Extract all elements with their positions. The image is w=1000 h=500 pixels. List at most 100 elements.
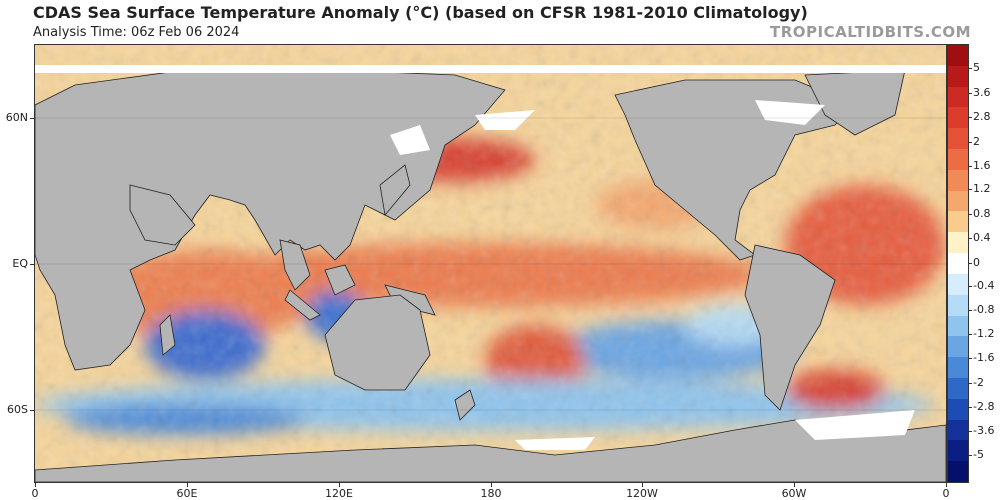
lat-tick <box>30 264 35 265</box>
colorbar-label: -0.4 <box>973 279 995 292</box>
colorbar-tick <box>968 142 972 143</box>
colorbar-label: 0 <box>973 256 980 269</box>
antarctica-land <box>35 419 946 482</box>
colorbar-label: 1.2 <box>973 182 991 195</box>
south-america-land <box>744 244 836 411</box>
colorbar-segment <box>948 107 968 129</box>
colorbar-segment <box>948 377 968 400</box>
madagascar-land <box>159 314 176 356</box>
colorbar-label: 0.4 <box>973 231 991 244</box>
lon-tick <box>35 482 36 487</box>
colorbar-tick <box>968 383 972 384</box>
colorbar-segment <box>948 128 968 150</box>
lat-label-eq: EQ <box>12 257 28 270</box>
colorbar-tick <box>968 214 972 215</box>
japan-land <box>379 164 411 216</box>
colorbar-tick <box>968 431 972 432</box>
lon-tick <box>187 482 188 487</box>
colorbar-segment <box>948 357 968 379</box>
ice-arctic-fringe <box>35 65 946 73</box>
ice-okhotsk <box>390 125 430 155</box>
colorbar-label: -1.6 <box>973 351 995 364</box>
lon-label-60w: 60W <box>781 487 807 500</box>
colorbar-segment <box>948 169 968 192</box>
ice-bering <box>475 110 535 130</box>
analysis-time: Analysis Time: 06z Feb 06 2024 <box>33 25 240 40</box>
lon-tick <box>946 482 947 487</box>
africa-eurasia-land <box>35 69 506 371</box>
map-canvas <box>35 45 946 482</box>
indochina-land <box>279 239 311 291</box>
colorbar-segment <box>948 190 968 212</box>
lon-tick <box>339 482 340 487</box>
lon-label-0: 0 <box>31 487 39 500</box>
colorbar-segment <box>948 315 968 337</box>
colorbar-label: -0.8 <box>973 303 995 316</box>
ice-antarctic-weddell <box>795 410 915 440</box>
colorbar-label: -5 <box>973 448 984 461</box>
colorbar-segment <box>948 211 968 233</box>
colorbar-segment <box>948 149 968 171</box>
colorbar-segment <box>948 336 968 358</box>
lon-label-0-east: 0 <box>942 487 950 500</box>
brand-watermark[interactable]: TROPICALTIDBITS.COM <box>770 23 971 41</box>
colorbar <box>947 44 969 483</box>
colorbar-label: 3.6 <box>973 86 991 99</box>
colorbar-tick <box>968 286 972 287</box>
colorbar-label: -1.2 <box>973 327 995 340</box>
colorbar-tick <box>968 189 972 190</box>
colorbar-label: 5 <box>973 61 980 74</box>
colorbar-tick <box>968 407 972 408</box>
land-masses <box>35 69 946 482</box>
colorbar-label: 2 <box>973 135 980 148</box>
map-title: CDAS Sea Surface Temperature Anomaly (°C… <box>33 3 808 22</box>
colorbar-tick <box>968 93 972 94</box>
colorbar-segment <box>948 294 968 316</box>
lon-tick <box>794 482 795 487</box>
lon-tick <box>642 482 643 487</box>
colorbar-label: 0.8 <box>973 207 991 220</box>
lat-label-60n: 60N <box>5 111 28 124</box>
colorbar-segment <box>948 65 968 88</box>
sumatra-land <box>284 289 321 321</box>
colorbar-tick <box>968 263 972 264</box>
lon-label-120w: 120W <box>626 487 658 500</box>
lat-tick <box>30 118 35 119</box>
colorbar-segment <box>948 45 968 67</box>
colorbar-tick <box>968 334 972 335</box>
arabia-land <box>129 184 196 246</box>
colorbar-segment <box>948 232 968 254</box>
colorbar-segment <box>948 398 968 421</box>
colorbar-tick <box>968 358 972 359</box>
colorbar-tick <box>968 238 972 239</box>
sst-anomaly-map <box>34 44 947 483</box>
colorbar-tick <box>968 310 972 311</box>
colorbar-label: -2.8 <box>973 400 995 413</box>
colorbar-segment <box>948 419 968 441</box>
colorbar-segment <box>948 86 968 108</box>
colorbar-segment <box>948 273 968 296</box>
lat-tick <box>30 410 35 411</box>
colorbar-label: 2.8 <box>973 110 991 123</box>
sea-ice <box>35 65 946 450</box>
borneo-land <box>324 264 356 296</box>
colorbar-label: 1.6 <box>973 159 991 172</box>
colorbar-tick <box>968 117 972 118</box>
colorbar-label: -2 <box>973 376 984 389</box>
colorbar-label: -3.6 <box>973 424 995 437</box>
graticule <box>35 117 946 411</box>
colorbar-tick <box>968 166 972 167</box>
new-zealand-land <box>454 389 476 421</box>
colorbar-tick <box>968 455 972 456</box>
ice-antarctic-ross <box>515 437 595 450</box>
colorbar-segment <box>948 440 968 462</box>
lat-label-60s: 60S <box>7 403 28 416</box>
lon-label-120e: 120E <box>325 487 353 500</box>
lon-label-60e: 60E <box>176 487 198 500</box>
ice-hudson <box>755 100 825 125</box>
colorbar-segment <box>948 461 968 483</box>
australia-land <box>324 294 431 391</box>
lon-label-180: 180 <box>480 487 502 500</box>
colorbar-segment <box>948 253 968 275</box>
lon-tick <box>491 482 492 487</box>
